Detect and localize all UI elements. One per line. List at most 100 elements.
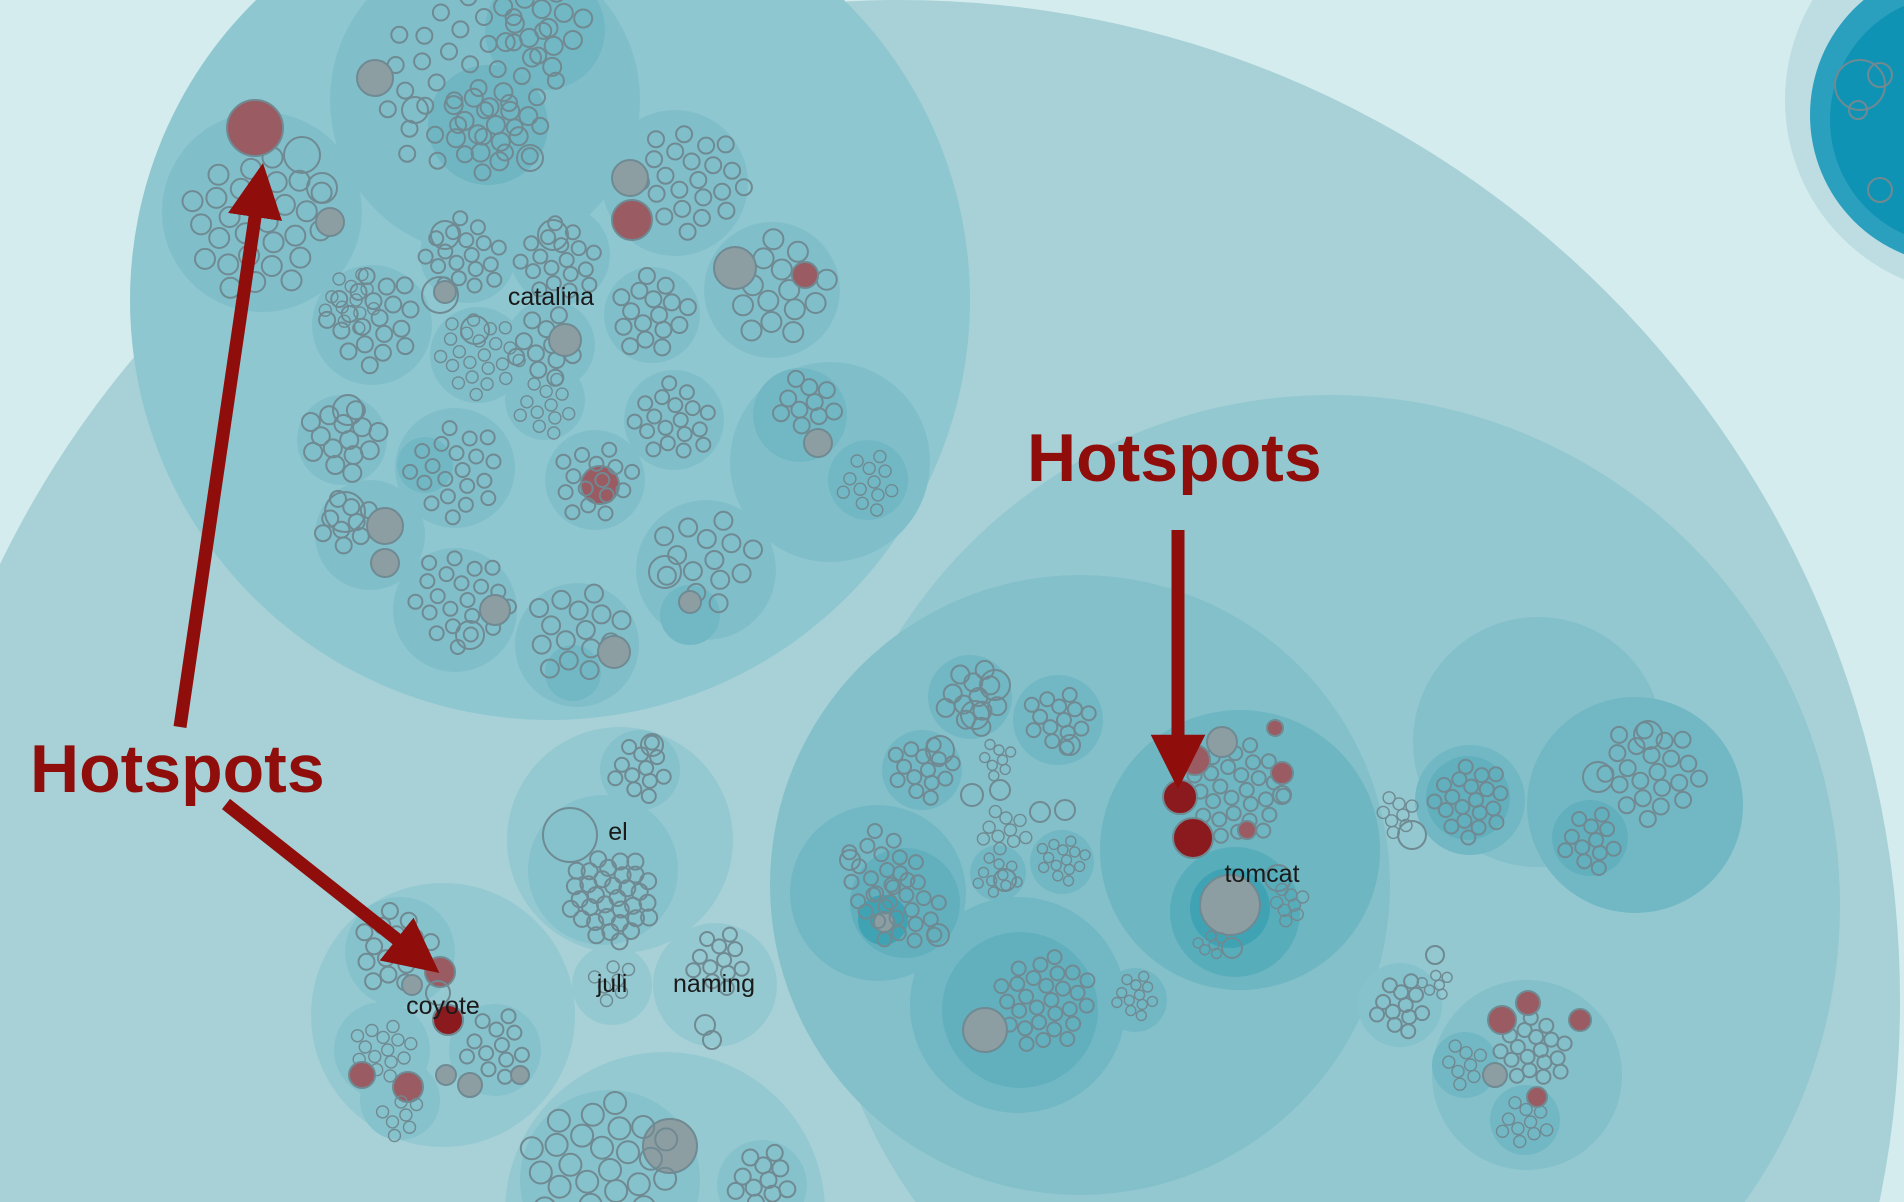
file-circle[interactable] <box>611 900 630 919</box>
file-circle[interactable] <box>685 962 702 979</box>
file-circle[interactable] <box>280 269 303 292</box>
file-circle[interactable] <box>1436 988 1448 1000</box>
file-circle[interactable] <box>399 1108 413 1122</box>
file-circle[interactable] <box>577 261 594 278</box>
file-circle[interactable] <box>1046 1021 1063 1038</box>
file-circle[interactable] <box>334 536 353 555</box>
file-circle[interactable] <box>1054 799 1076 821</box>
file-circle[interactable] <box>398 144 417 163</box>
file-circle[interactable] <box>638 893 657 912</box>
file-circle[interactable] <box>1212 778 1229 795</box>
file-circle[interactable] <box>519 27 540 48</box>
file-circle[interactable] <box>217 253 240 276</box>
file-circle[interactable] <box>1044 733 1061 750</box>
file-circle[interactable] <box>553 237 570 254</box>
file-circle[interactable] <box>971 716 992 737</box>
file-circle[interactable] <box>303 441 324 462</box>
file-circle[interactable] <box>181 190 204 213</box>
file-circle[interactable] <box>892 865 909 882</box>
file-circle[interactable] <box>1137 970 1150 983</box>
file-circle[interactable] <box>873 846 890 863</box>
catalina-subpackage[interactable] <box>753 368 847 462</box>
file-circle[interactable] <box>457 496 474 513</box>
file-circle[interactable] <box>476 101 495 120</box>
file-circle[interactable] <box>495 357 510 371</box>
file-circle[interactable] <box>1508 1096 1522 1110</box>
file-circle[interactable] <box>433 435 450 452</box>
file-circle[interactable] <box>332 321 351 340</box>
file-circle[interactable] <box>1011 876 1023 888</box>
file-circle[interactable] <box>612 288 631 307</box>
file-circle[interactable] <box>493 0 514 17</box>
file-circle[interactable] <box>721 533 742 554</box>
file-circle[interactable] <box>986 875 998 887</box>
file-circle[interactable] <box>611 610 632 631</box>
file-circle[interactable] <box>1205 930 1217 942</box>
file-circle[interactable] <box>630 281 649 300</box>
file-circle[interactable] <box>570 240 587 257</box>
file-circle[interactable] <box>906 932 923 949</box>
file-circle[interactable] <box>692 208 711 227</box>
file-circle[interactable] <box>1047 1005 1064 1022</box>
file-circle[interactable] <box>1627 737 1646 756</box>
file-circle[interactable] <box>613 866 632 885</box>
file-circle[interactable] <box>1375 994 1392 1010</box>
file-circle[interactable] <box>1048 838 1060 851</box>
file-circle[interactable] <box>1004 746 1017 758</box>
file-circle[interactable] <box>642 1118 698 1174</box>
file-circle[interactable] <box>463 247 480 263</box>
file-circle[interactable] <box>1000 879 1012 891</box>
file-circle[interactable] <box>300 412 321 432</box>
file-circle[interactable] <box>850 454 864 468</box>
file-circle[interactable] <box>464 607 481 624</box>
file-circle[interactable] <box>401 300 420 319</box>
file-circle[interactable] <box>648 555 682 589</box>
file-circle[interactable] <box>378 100 397 119</box>
file-circle[interactable] <box>1080 705 1097 722</box>
file-circle[interactable] <box>733 1167 752 1186</box>
file-circle[interactable] <box>428 151 447 170</box>
file-circle[interactable] <box>979 751 991 764</box>
file-circle[interactable] <box>614 317 633 336</box>
file-circle[interactable] <box>1430 969 1442 982</box>
file-circle[interactable] <box>626 852 645 871</box>
file-circle[interactable] <box>631 1115 656 1139</box>
file-circle[interactable] <box>518 106 539 127</box>
file-circle[interactable] <box>1115 987 1128 999</box>
file-circle[interactable] <box>1651 797 1670 816</box>
file-circle[interactable] <box>355 923 374 942</box>
file-circle[interactable] <box>1416 977 1428 989</box>
file-circle[interactable] <box>495 32 516 53</box>
file-circle[interactable] <box>1633 720 1663 750</box>
file-circle[interactable] <box>315 207 345 237</box>
file-circle[interactable] <box>898 887 915 904</box>
file-circle[interactable] <box>1039 691 1056 708</box>
file-circle[interactable] <box>962 1007 1008 1053</box>
file-circle[interactable] <box>486 271 503 288</box>
file-circle[interactable] <box>1473 1048 1488 1062</box>
file-circle[interactable] <box>1006 860 1018 872</box>
file-circle[interactable] <box>1199 874 1261 936</box>
catalina-subpackage[interactable] <box>704 222 840 358</box>
file-circle[interactable] <box>1062 875 1075 887</box>
file-circle[interactable] <box>1199 944 1211 956</box>
file-circle[interactable] <box>613 756 630 773</box>
file-circle[interactable] <box>513 408 527 422</box>
file-circle[interactable] <box>1019 830 1033 845</box>
file-circle[interactable] <box>455 620 485 650</box>
file-circle[interactable] <box>1277 903 1292 917</box>
file-circle[interactable] <box>318 303 332 317</box>
file-circle[interactable] <box>397 1051 411 1065</box>
file-circle[interactable] <box>1399 818 1413 833</box>
file-circle[interactable] <box>542 807 598 863</box>
file-circle[interactable] <box>538 18 559 38</box>
file-circle[interactable] <box>1046 949 1063 966</box>
file-circle[interactable] <box>770 258 793 281</box>
file-circle[interactable] <box>480 377 494 391</box>
file-circle[interactable] <box>580 1102 605 1127</box>
file-circle[interactable] <box>360 356 379 375</box>
file-circle[interactable] <box>1057 844 1069 856</box>
file-circle[interactable] <box>989 779 1011 801</box>
file-circle[interactable] <box>647 130 665 149</box>
file-circle[interactable] <box>1206 726 1238 758</box>
